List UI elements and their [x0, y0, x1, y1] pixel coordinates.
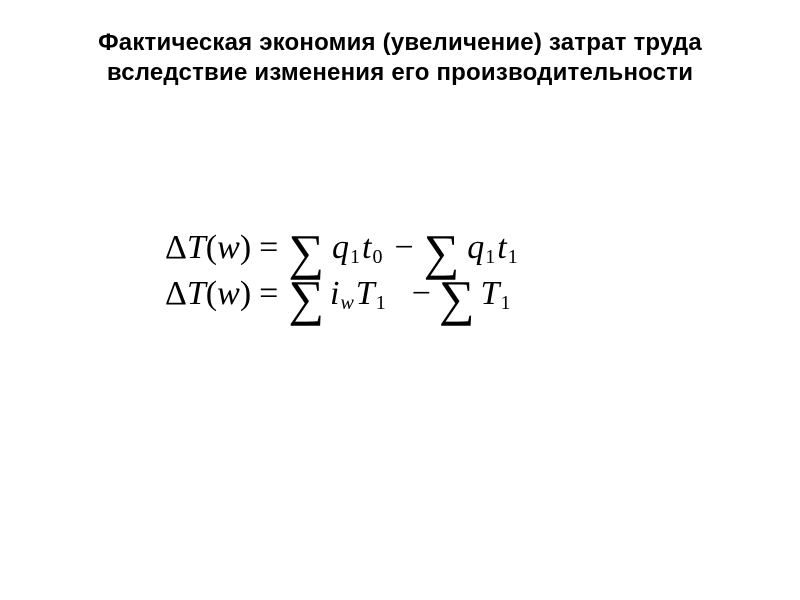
- var-w: w: [217, 231, 240, 265]
- minus: −: [412, 277, 431, 311]
- var-T: T: [187, 277, 206, 311]
- var-T: T: [187, 231, 206, 265]
- var-T: T: [356, 277, 375, 311]
- var-t: t: [497, 231, 506, 265]
- paren-open: (: [206, 277, 217, 311]
- delta-symbol: Δ: [165, 231, 187, 265]
- equals: =: [259, 277, 278, 311]
- sub-1: 1: [376, 293, 386, 313]
- paren-open: (: [206, 231, 217, 265]
- formula-line-2: Δ T ( w ) = ∑ i w T 1 − ∑ T 1: [165, 277, 635, 311]
- slide: Фактическая экономия (увеличение) затрат…: [0, 0, 800, 600]
- formula-line-1: Δ T ( w ) = ∑ q 1 t 0 − ∑ q 1 t 1: [165, 231, 635, 265]
- equals: =: [259, 231, 278, 265]
- var-i: i: [330, 277, 339, 311]
- delta-symbol: Δ: [165, 277, 187, 311]
- sub-1: 1: [508, 247, 518, 267]
- paren-close: ): [240, 231, 251, 265]
- paren-close: ): [240, 277, 251, 311]
- slide-title: Фактическая экономия (увеличение) затрат…: [0, 0, 800, 88]
- var-q: q: [332, 231, 349, 265]
- var-w: w: [217, 277, 240, 311]
- sub-0: 0: [372, 247, 382, 267]
- minus: −: [394, 231, 413, 265]
- var-t: t: [362, 231, 371, 265]
- formula-block: Δ T ( w ) = ∑ q 1 t 0 − ∑ q 1 t 1 Δ: [0, 225, 800, 317]
- var-T: T: [481, 277, 500, 311]
- sub-w: w: [340, 293, 353, 313]
- sub-1: 1: [485, 247, 495, 267]
- sub-1: 1: [500, 293, 510, 313]
- sub-1: 1: [350, 247, 360, 267]
- var-q: q: [467, 231, 484, 265]
